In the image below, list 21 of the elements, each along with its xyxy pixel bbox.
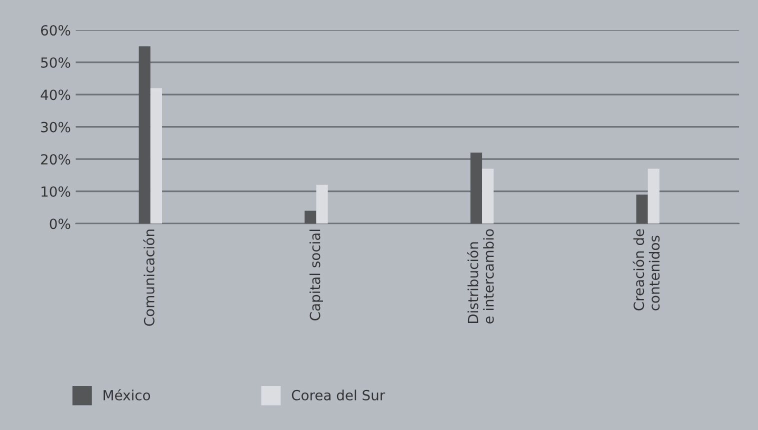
bar — [138, 46, 150, 224]
bar — [636, 194, 648, 224]
y-tick-label: 40% — [40, 90, 70, 100]
y-tick-label: 0% — [50, 218, 70, 230]
y-tick-label: 10% — [42, 186, 70, 197]
y-tick-label: 60% — [41, 25, 70, 36]
x-tick-label: Comunicación — [143, 230, 154, 326]
bar — [470, 152, 482, 224]
legend-label: México — [104, 389, 150, 400]
y-tick-label: 20% — [41, 154, 70, 165]
bar — [648, 168, 660, 224]
x-tick-label: Creación de contenidos — [632, 229, 660, 310]
bar — [482, 168, 494, 224]
x-tick-label: Distribución e intercambio — [466, 229, 494, 324]
legend-label: Corea del Sur — [292, 390, 386, 400]
y-tick-label: 30% — [41, 122, 70, 132]
bar — [304, 210, 316, 224]
bar — [316, 184, 328, 224]
x-tick-label: Capital social — [310, 230, 323, 320]
bar — [150, 88, 162, 224]
y-tick-label: 50% — [41, 57, 70, 68]
